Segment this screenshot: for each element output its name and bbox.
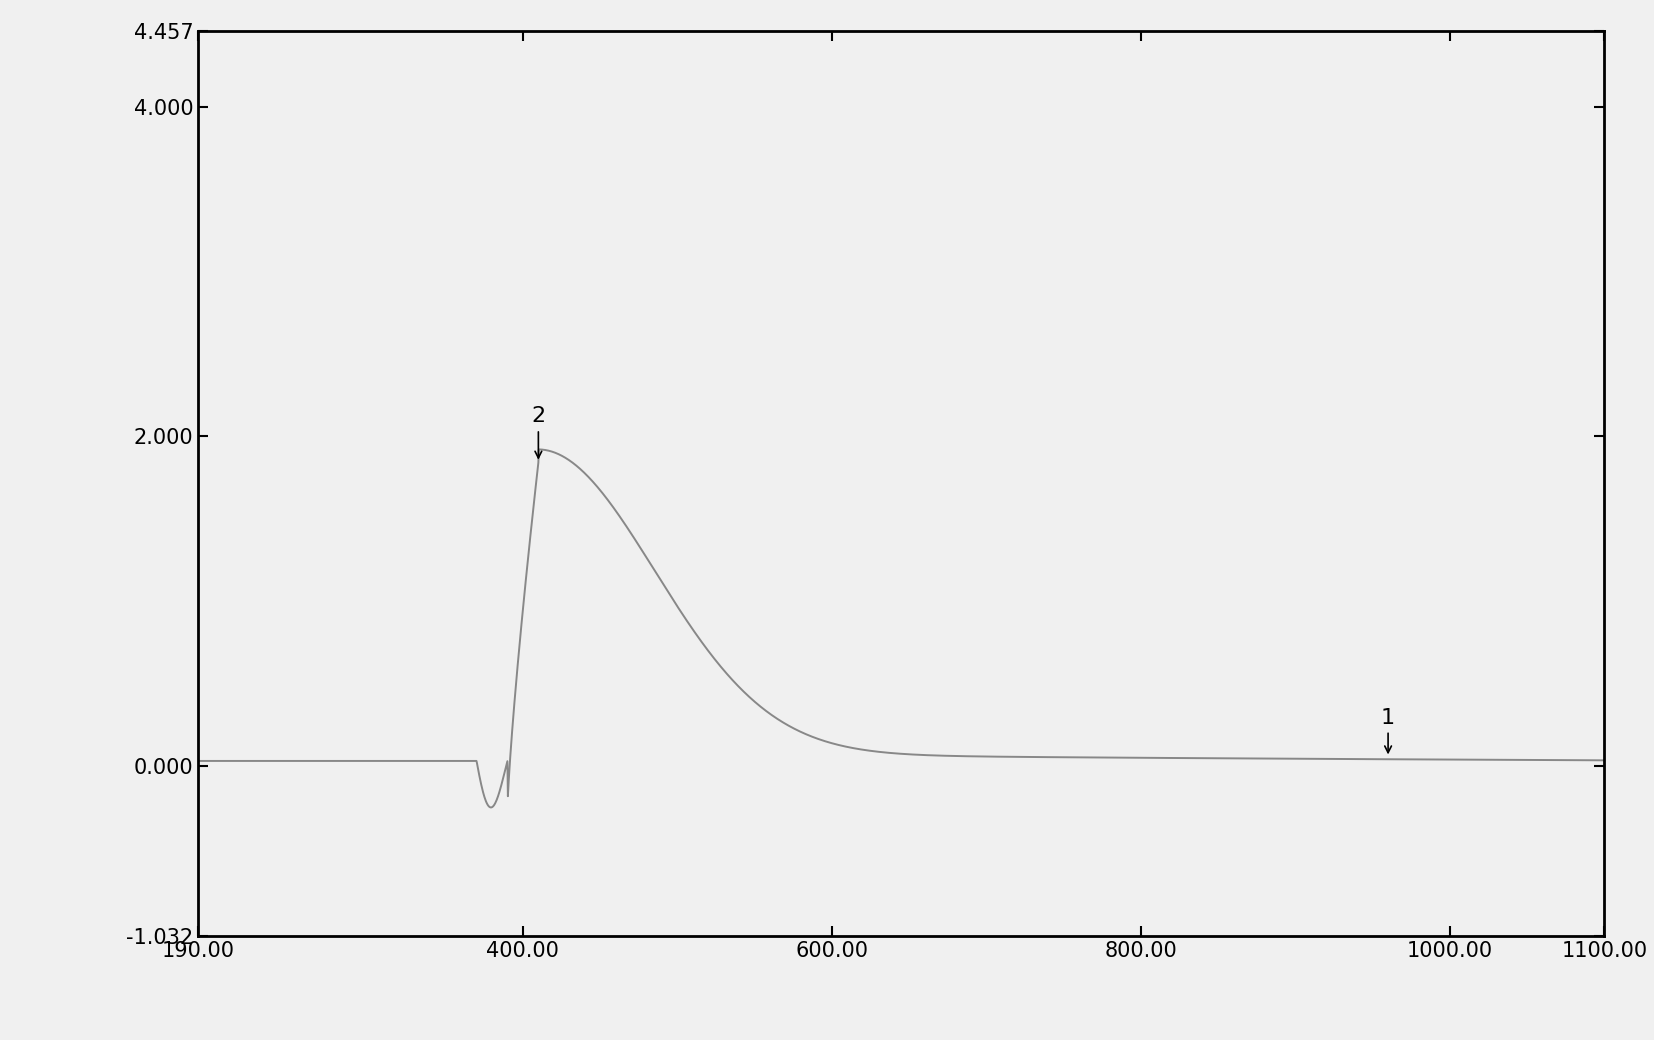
Text: 1: 1	[1381, 707, 1396, 753]
Text: 2: 2	[531, 407, 546, 458]
